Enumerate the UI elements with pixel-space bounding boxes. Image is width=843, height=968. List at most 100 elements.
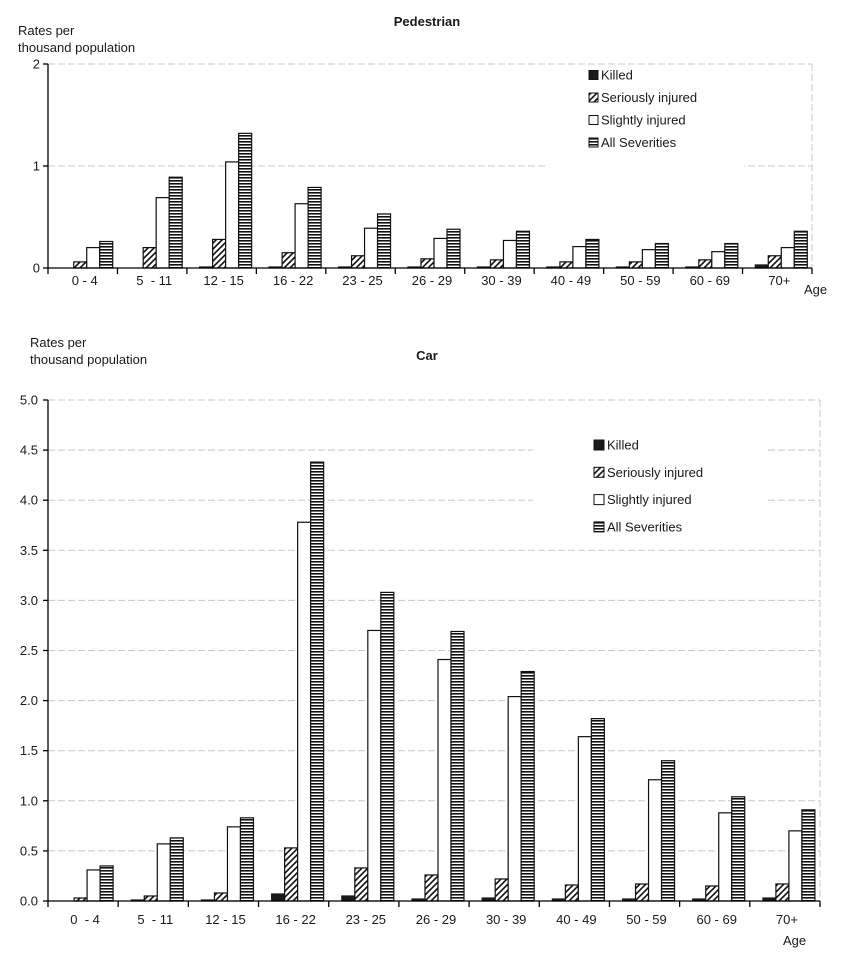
bar-seriously-injured bbox=[350, 255, 366, 269]
bar-seriously-injured bbox=[143, 895, 158, 902]
bar-all-severities bbox=[731, 796, 746, 902]
legend-label: Seriously injured bbox=[607, 465, 703, 480]
y-axis-label-line2: thousand population bbox=[18, 40, 135, 55]
bar-all-severities bbox=[238, 132, 253, 269]
legend-swatch-solid bbox=[593, 439, 605, 451]
legend-swatch-empty bbox=[593, 494, 605, 506]
x-tick-label: 30 - 39 bbox=[481, 273, 521, 288]
y-tick-label: 2.5 bbox=[20, 643, 38, 658]
bar-slightly-injured bbox=[577, 736, 592, 902]
x-tick-label: 16 - 22 bbox=[273, 273, 313, 288]
x-tick-label: 23 - 25 bbox=[346, 912, 386, 927]
x-axis-label: Age bbox=[783, 933, 806, 948]
bar-slightly-injured bbox=[718, 812, 733, 902]
y-axis-label-line2: thousand population bbox=[30, 352, 147, 367]
bar-slightly-injured bbox=[641, 249, 656, 269]
y-axis-label-line1: Rates per bbox=[18, 23, 75, 38]
bar-slightly-injured bbox=[711, 251, 726, 269]
bar-slightly-injured bbox=[226, 826, 242, 902]
bar-slightly-injured bbox=[367, 629, 382, 902]
bar-seriously-injured bbox=[634, 883, 650, 902]
bar-all-severities bbox=[168, 176, 183, 269]
bar-killed bbox=[341, 895, 356, 902]
legend-label: Slightly injured bbox=[601, 113, 686, 128]
bar-seriously-injured bbox=[354, 867, 369, 902]
bar-seriously-injured bbox=[424, 874, 439, 902]
x-tick-label: 23 - 25 bbox=[342, 273, 382, 288]
y-tick-label: 2.0 bbox=[20, 693, 38, 708]
y-tick-label: 0.5 bbox=[20, 843, 38, 858]
bar-slightly-injured bbox=[502, 239, 518, 269]
x-tick-label: 16 - 22 bbox=[275, 912, 315, 927]
bar-slightly-injured bbox=[297, 521, 312, 902]
legend-label: All Severities bbox=[601, 135, 677, 150]
bar-slightly-injured bbox=[363, 227, 379, 269]
bar-all-severities bbox=[380, 591, 395, 902]
bar-seriously-injured bbox=[698, 259, 713, 269]
x-tick-label: 5 - 11 bbox=[137, 912, 173, 927]
bar-all-severities bbox=[654, 242, 669, 269]
bar-seriously-injured bbox=[142, 247, 157, 269]
legend-background bbox=[548, 65, 744, 167]
bar-slightly-injured bbox=[225, 161, 240, 269]
bar-all-severities bbox=[585, 238, 600, 269]
y-tick-label: 3.5 bbox=[20, 543, 38, 558]
bar-all-severities bbox=[99, 240, 114, 269]
bar-all-severities bbox=[446, 228, 461, 269]
x-tick-label: 26 - 29 bbox=[416, 912, 456, 927]
chart-title: Pedestrian bbox=[394, 14, 461, 29]
x-tick-label: 50 - 59 bbox=[626, 912, 666, 927]
bar-all-severities bbox=[724, 242, 739, 269]
y-tick-label: 4.0 bbox=[20, 493, 38, 508]
legend-swatch-horizontal bbox=[588, 137, 599, 148]
bar-slightly-injured bbox=[780, 247, 795, 269]
bar-seriously-injured bbox=[494, 878, 509, 902]
bar-slightly-injured bbox=[294, 203, 309, 269]
bar-seriously-injured bbox=[73, 261, 88, 269]
x-tick-label: 40 - 49 bbox=[556, 912, 596, 927]
legend-label: Slightly injured bbox=[607, 492, 692, 507]
bar-slightly-injured bbox=[156, 843, 171, 902]
y-tick-label: 1.5 bbox=[20, 743, 38, 758]
legend-swatch-empty bbox=[588, 115, 599, 125]
x-tick-label: 70+ bbox=[776, 912, 798, 927]
bar-all-severities bbox=[801, 809, 816, 902]
legend: Killed Seriously injured Slightly injured A… bbox=[533, 421, 766, 543]
bar-seriously-injured bbox=[489, 259, 505, 269]
bar-slightly-injured bbox=[572, 245, 587, 269]
bar-seriously-injured bbox=[767, 255, 782, 269]
bar-slightly-injured bbox=[155, 197, 170, 269]
bar-seriously-injured bbox=[628, 261, 643, 269]
bar-slightly-injured bbox=[788, 830, 803, 902]
bar-slightly-injured bbox=[433, 237, 448, 269]
x-tick-label: 26 - 29 bbox=[412, 273, 452, 288]
y-axis-label-line1: Rates per bbox=[30, 335, 87, 350]
y-tick-label: 0 bbox=[33, 261, 40, 276]
y-tick-label: 1.0 bbox=[20, 793, 38, 808]
bar-killed bbox=[271, 893, 286, 902]
y-tick-label: 4.5 bbox=[20, 443, 38, 458]
bar-all-severities bbox=[515, 230, 531, 269]
bar-all-severities bbox=[793, 230, 808, 269]
bar-all-severities bbox=[590, 718, 605, 902]
bar-all-severities bbox=[307, 186, 322, 269]
bar-slightly-injured bbox=[437, 658, 452, 902]
x-tick-label: 12 - 15 bbox=[203, 273, 243, 288]
legend-label: Killed bbox=[601, 68, 633, 83]
bar-all-severities bbox=[520, 670, 535, 902]
x-tick-label: 12 - 15 bbox=[205, 912, 245, 927]
x-axis-label: Age bbox=[804, 282, 827, 297]
legend-swatch-solid bbox=[588, 70, 599, 80]
x-tick-label: 30 - 39 bbox=[486, 912, 526, 927]
bar-all-severities bbox=[99, 865, 114, 902]
bar-seriously-injured bbox=[281, 252, 296, 269]
bar-seriously-injured bbox=[212, 238, 227, 269]
bar-seriously-injured bbox=[559, 261, 574, 269]
bar-seriously-injured bbox=[213, 892, 229, 902]
x-tick-label: 5 - 11 bbox=[136, 273, 172, 288]
x-tick-label: 50 - 59 bbox=[620, 273, 660, 288]
bar-all-severities bbox=[169, 837, 184, 902]
bar-seriously-injured bbox=[705, 885, 720, 902]
bar-all-severities bbox=[376, 213, 392, 269]
